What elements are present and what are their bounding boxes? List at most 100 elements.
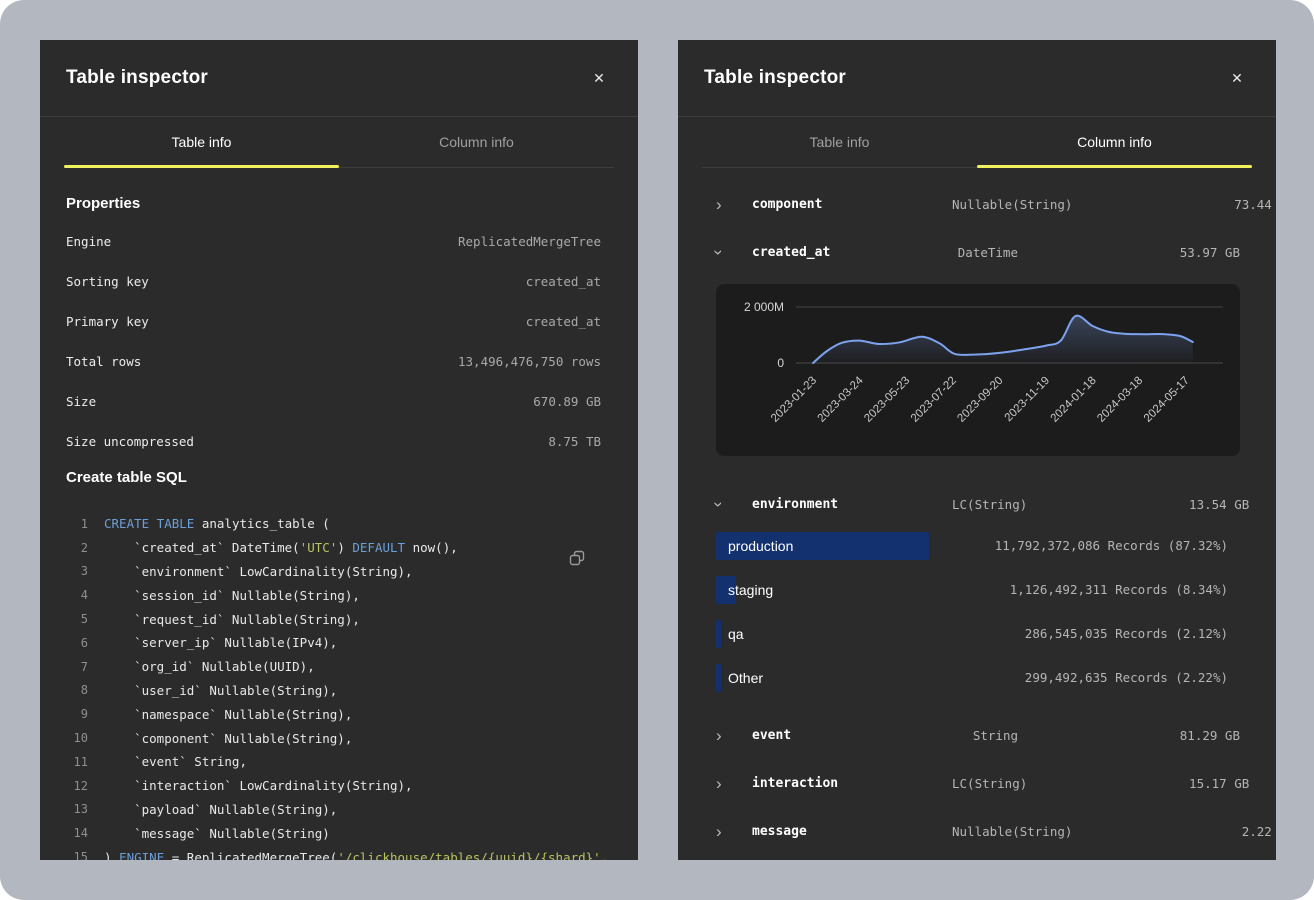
x-axis-label: 2023-05-23 [862, 375, 912, 425]
column-name: environment [752, 497, 952, 512]
sql-line-code: `interaction` LowCardinality(String), [104, 778, 413, 793]
tab-table-info[interactable]: Table info [702, 117, 977, 167]
sql-line-number: 1 [66, 517, 88, 531]
property-row: Size uncompressed 8.75 TB [66, 421, 601, 461]
page-background: Table inspector ✕ Table infoColumn info … [0, 0, 1314, 900]
copy-button[interactable] [566, 548, 588, 570]
property-row: Size670.89 GB [66, 381, 601, 421]
sql-line: 2 `created_at` DateTime('UTC') DEFAULT n… [66, 536, 601, 560]
column-type: String [952, 728, 1018, 743]
chevron-right-icon[interactable]: › [716, 823, 752, 840]
sql-line-number: 15 [66, 850, 88, 860]
column-type: LC(String) [952, 497, 1027, 512]
close-button[interactable]: ✕ [586, 65, 612, 91]
sql-line-code: `server_ip` Nullable(IPv4), [104, 635, 337, 650]
property-row: Engine ReplicatedMergeTree [66, 221, 601, 261]
value-row-other: Other299,492,635 Records (2.22%) [716, 664, 1240, 692]
property-value: 670.89 GB [533, 394, 601, 409]
sql-token-kw: ENGINE [119, 850, 164, 860]
property-row: Primary key created_at [66, 301, 601, 341]
sql-token-pl: ) [104, 850, 119, 860]
column-row-event[interactable]: ›eventString81.29 GB [716, 711, 1240, 759]
sql-token-pl: `component` Nullable(String), [104, 731, 352, 746]
table-inspector-panel-right: Table inspector ✕ Table infoColumn info … [678, 40, 1276, 860]
sql-line-number: 10 [66, 731, 88, 745]
sql-token-str: '/clickhouse/tables/{uuid}/{shard}' [337, 850, 600, 860]
property-label: Sorting key [66, 274, 149, 289]
sql-token-pl: analytics_table ( [194, 516, 329, 531]
sql-token-kw: DEFAULT [352, 540, 405, 555]
properties-heading: Properties [66, 195, 601, 212]
property-value: created_at [526, 274, 601, 289]
sql-line-number: 3 [66, 564, 88, 578]
chevron-right-icon[interactable]: › [716, 196, 752, 213]
sql-line: 15) ENGINE = ReplicatedMergeTree('/click… [66, 845, 601, 860]
value-label: staging [716, 576, 1240, 604]
x-axis-label: 2023-11-19 [1003, 375, 1052, 424]
chevron-right-icon[interactable]: › [716, 727, 752, 744]
sql-token-pl: `environment` LowCardinality(String), [104, 564, 413, 579]
sql-token-pl: `event` String, [104, 754, 247, 769]
sql-line-number: 2 [66, 541, 88, 555]
sql-line-code: `environment` LowCardinality(String), [104, 564, 413, 579]
sql-code-block: 1 CREATE TABLE analytics_table ( 2 `create… [66, 512, 601, 860]
column-type: Nullable(String) [952, 197, 1072, 212]
value-row-staging: staging1,126,492,311 Records (8.34%) [716, 576, 1240, 604]
sql-line-code: `request_id` Nullable(String), [104, 612, 360, 627]
column-name: component [752, 197, 952, 212]
property-value: ReplicatedMergeTree [458, 234, 601, 249]
chevron-down-icon[interactable]: › [716, 244, 752, 261]
property-label: Engine [66, 234, 111, 249]
sql-line: 12 `interaction` LowCardinality(String), [66, 774, 601, 798]
column-row-environment[interactable]: ›environmentLC(String)13.54 GB [716, 480, 1240, 528]
property-value: 8.75 TB [548, 434, 601, 449]
sql-token-pl: `server_ip` Nullable(IPv4), [104, 635, 337, 650]
x-axis-label: 2023-09-20 [955, 375, 1005, 425]
sql-line: 4 `session_id` Nullable(String), [66, 583, 601, 607]
value-label: production [716, 532, 1240, 560]
created-at-distribution-chart: 2 000M 0 2023-01-232023-03-242023-05-232… [716, 284, 1238, 456]
panel-header: Table inspector ✕ [40, 40, 638, 117]
tab-table-info[interactable]: Table info [64, 117, 339, 167]
sql-token-pl: `payload` Nullable(String), [104, 802, 337, 817]
sql-line-code: `event` String, [104, 754, 247, 769]
column-row-created_at[interactable]: ›created_atDateTime53.97 GB [716, 228, 1240, 276]
sql-line: 1 CREATE TABLE analytics_table ( [66, 512, 601, 536]
close-icon: ✕ [593, 70, 605, 87]
chevron-glyph: › [716, 823, 722, 840]
property-label: Primary key [66, 314, 149, 329]
x-axis-label: 2024-03-18 [1095, 375, 1145, 425]
column-row-message[interactable]: ›messageNullable(String)2.22 TB [716, 807, 1240, 855]
tab-bar: Table infoColumn info [702, 117, 1252, 168]
column-row-interaction[interactable]: ›interactionLC(String)15.17 GB [716, 759, 1240, 807]
sql-token-pl: `org_id` Nullable(UUID), [104, 659, 315, 674]
tab-column-info[interactable]: Column info [339, 117, 614, 167]
sql-line-code: `component` Nullable(String), [104, 731, 352, 746]
sql-line: 11 `event` String, [66, 750, 601, 774]
table-info-content: Properties Engine ReplicatedMergeTree Sort… [40, 195, 638, 860]
environment-values: production11,792,372,086 Records (87.32%… [716, 532, 1240, 692]
chevron-glyph: › [716, 775, 722, 792]
chevron-glyph: › [716, 727, 722, 744]
value-label: Other [716, 664, 1240, 692]
column-type: Nullable(String) [952, 824, 1072, 839]
close-button[interactable]: ✕ [1224, 65, 1250, 91]
x-axis-label: 2023-03-24 [816, 374, 867, 425]
sql-token-pl: `session_id` Nullable(String), [104, 588, 360, 603]
property-label: Total rows [66, 354, 141, 369]
sql-line-number: 13 [66, 802, 88, 816]
column-name: event [752, 728, 952, 743]
sql-line-number: 8 [66, 683, 88, 697]
column-row-component[interactable]: ›componentNullable(String)73.44 GB [716, 180, 1240, 228]
x-axis-label: 2023-07-22 [909, 375, 959, 425]
property-label: Size uncompressed [66, 434, 194, 449]
sql-line-number: 9 [66, 707, 88, 721]
chevron-down-icon[interactable]: › [716, 496, 752, 513]
tab-column-info[interactable]: Column info [977, 117, 1252, 167]
chart-area [813, 316, 1193, 363]
property-row: Total rows13,496,476,750 rows [66, 341, 601, 381]
chevron-right-icon[interactable]: › [716, 775, 752, 792]
tab-bar: Table infoColumn info [64, 117, 614, 168]
sql-line-code: CREATE TABLE analytics_table ( [104, 516, 330, 531]
property-value: created_at [526, 314, 601, 329]
